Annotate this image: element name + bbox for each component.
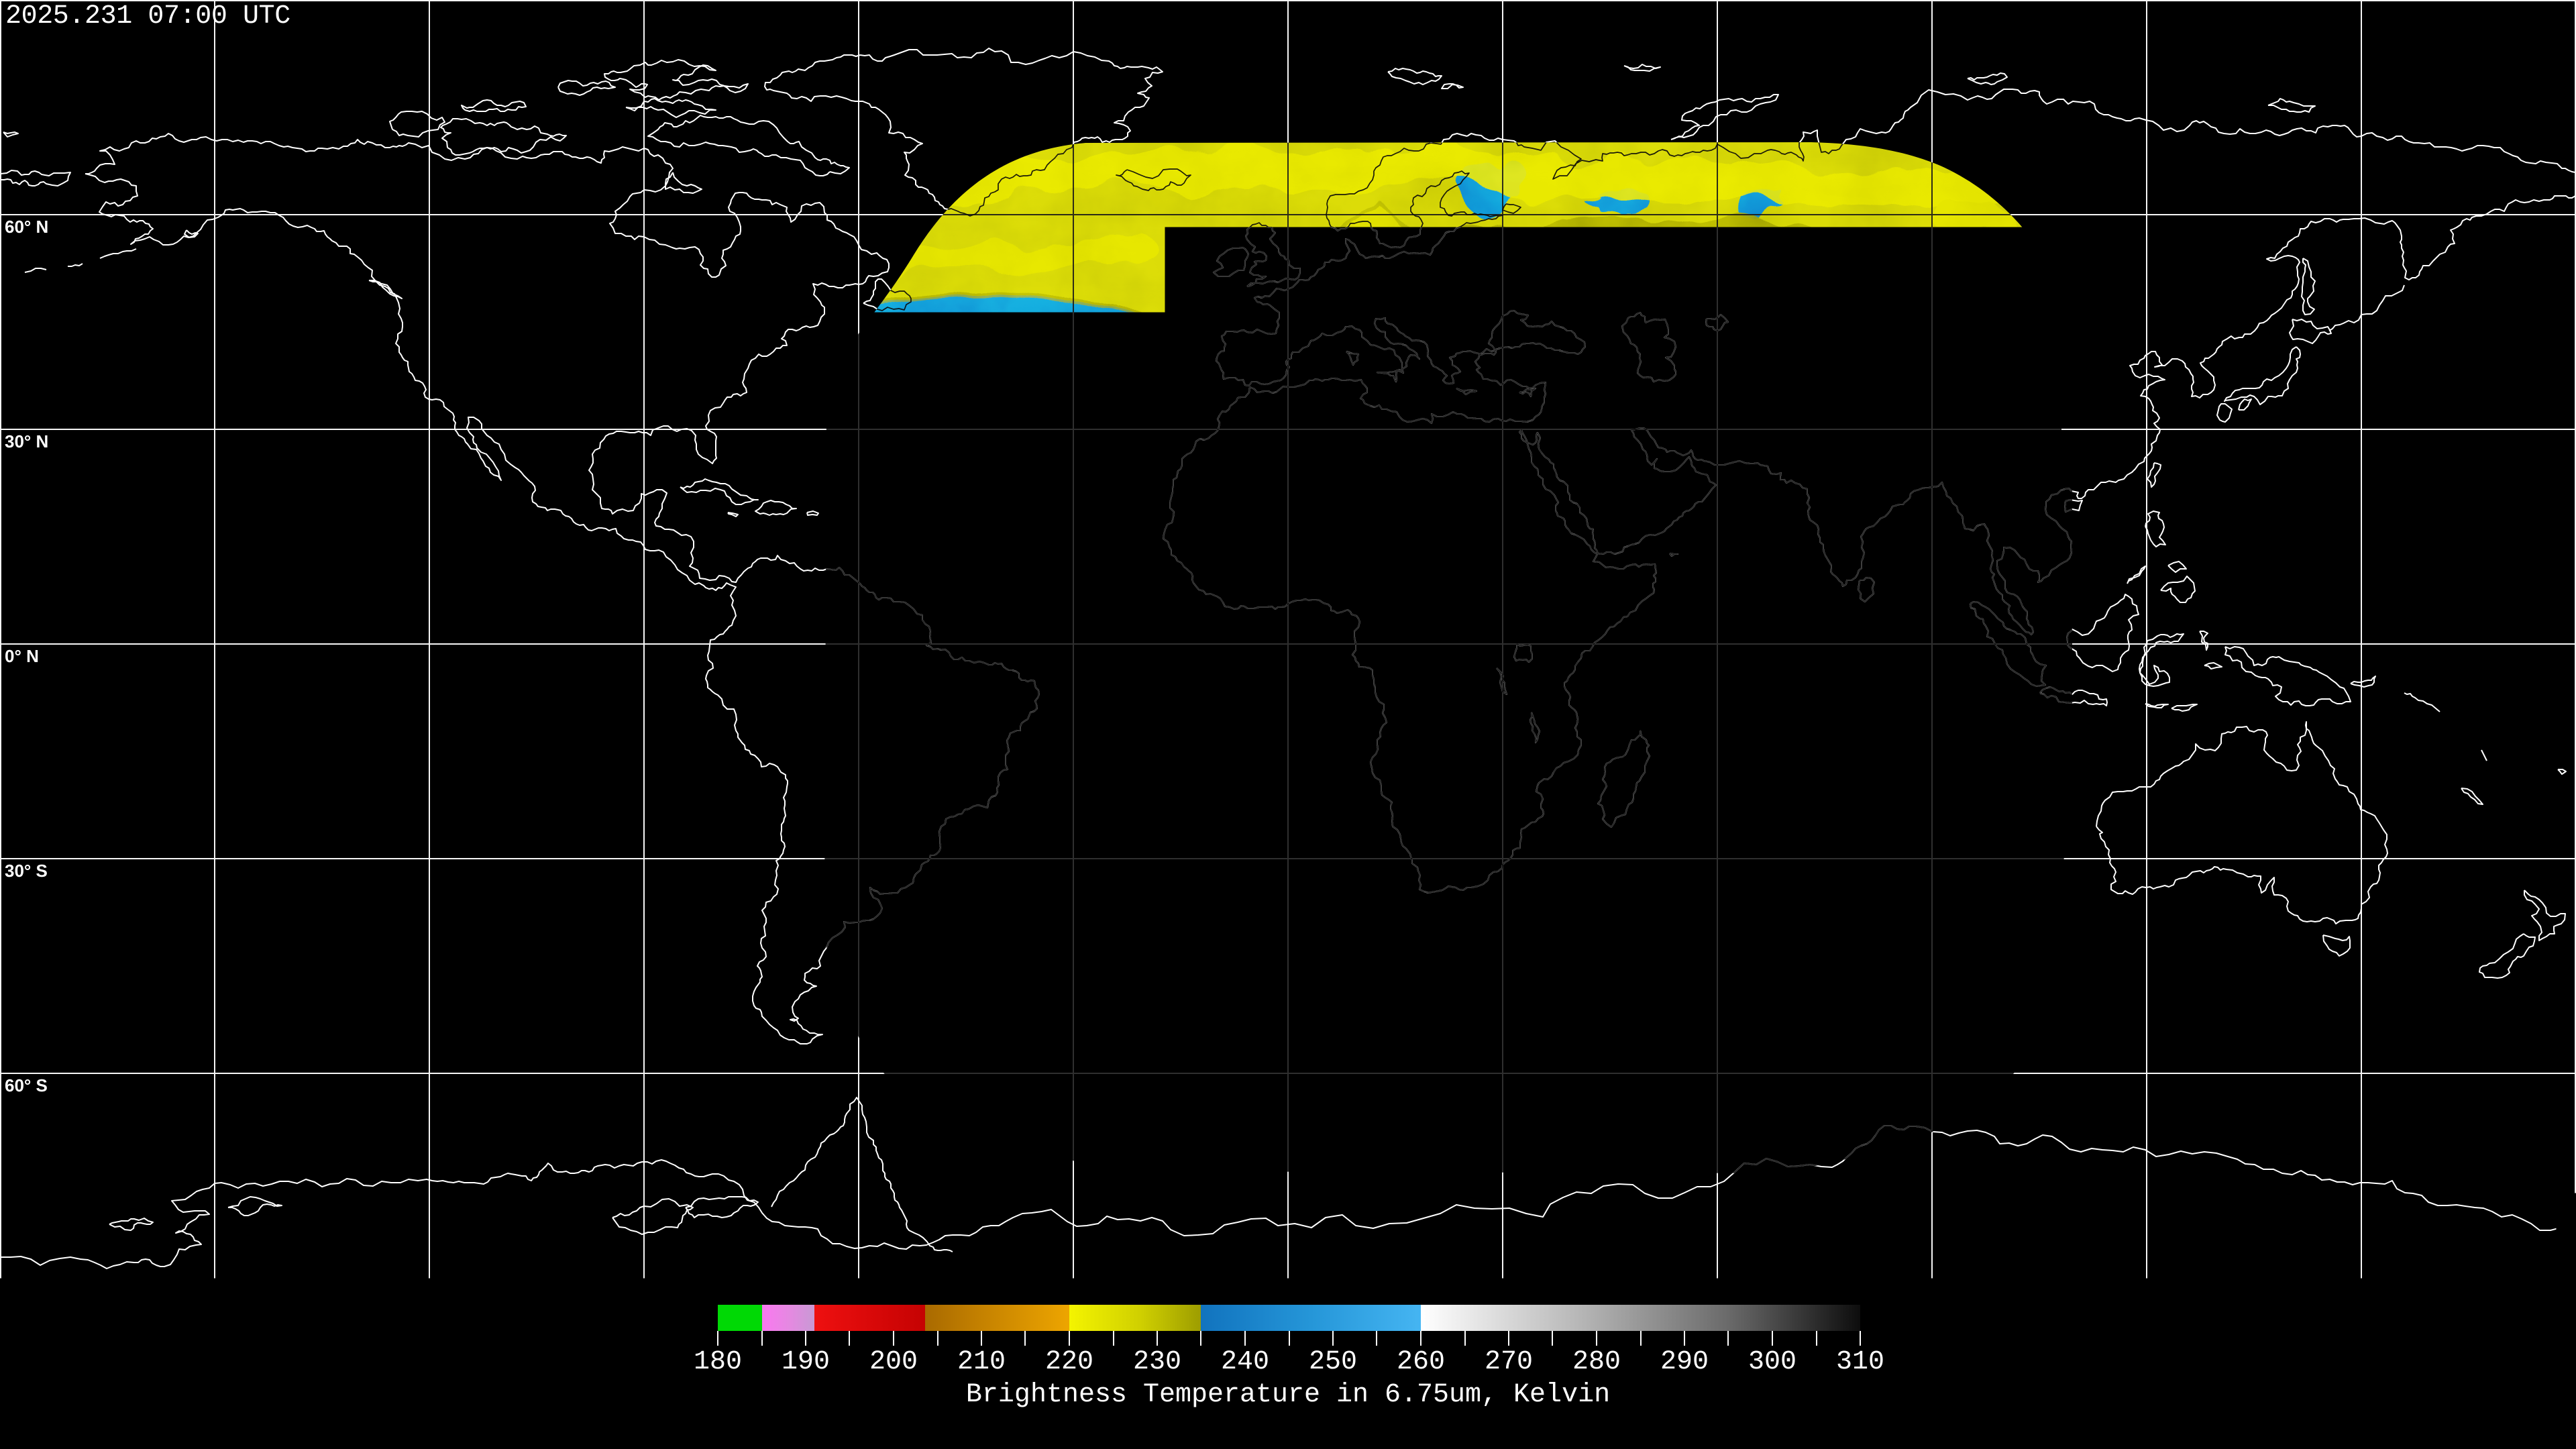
svg-text:280: 280 bbox=[1572, 1347, 1621, 1377]
svg-text:60° S: 60° S bbox=[5, 1075, 48, 1095]
svg-text:220: 220 bbox=[1045, 1347, 1093, 1377]
svg-text:30° S: 30° S bbox=[5, 861, 48, 881]
svg-text:260: 260 bbox=[1397, 1347, 1445, 1377]
svg-text:Brightness Temperature in 6.75: Brightness Temperature in 6.75um, Kelvin bbox=[966, 1380, 1610, 1410]
svg-text:290: 290 bbox=[1660, 1347, 1709, 1377]
svg-text:30° N: 30° N bbox=[5, 431, 48, 451]
svg-text:240: 240 bbox=[1221, 1347, 1269, 1377]
svg-text:270: 270 bbox=[1485, 1347, 1533, 1377]
svg-text:2025.231 07:00 UTC: 2025.231 07:00 UTC bbox=[5, 1, 290, 32]
svg-text:180: 180 bbox=[694, 1347, 742, 1377]
svg-text:230: 230 bbox=[1133, 1347, 1181, 1377]
svg-text:310: 310 bbox=[1836, 1347, 1884, 1377]
svg-text:250: 250 bbox=[1309, 1347, 1357, 1377]
svg-text:60° N: 60° N bbox=[5, 217, 48, 237]
svg-text:190: 190 bbox=[782, 1347, 830, 1377]
svg-text:210: 210 bbox=[957, 1347, 1006, 1377]
svg-text:0° N: 0° N bbox=[5, 646, 39, 666]
svg-text:300: 300 bbox=[1748, 1347, 1796, 1377]
svg-text:200: 200 bbox=[869, 1347, 918, 1377]
